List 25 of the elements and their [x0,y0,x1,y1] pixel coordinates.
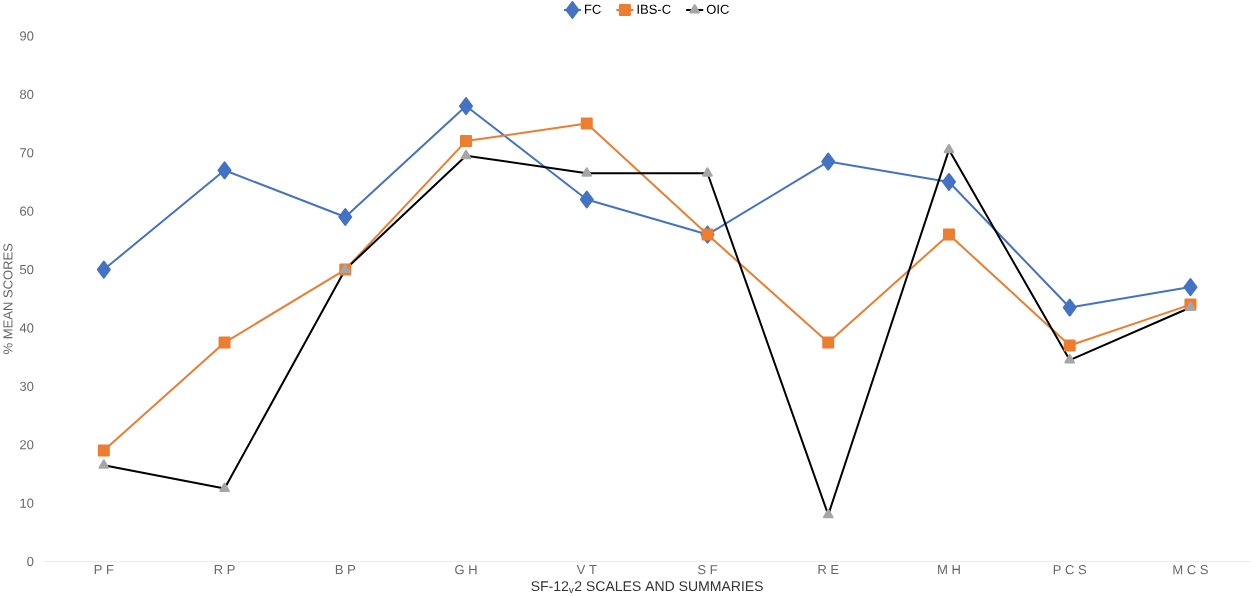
x-tick-label: V T [576,564,597,574]
x-axis-title: SF-12$_{v}$2 SCALES AND SUMMARIES [531,580,763,593]
x-tick-label: M C S [1173,564,1208,575]
legend-label: OIC [706,4,729,14]
y-tick-label: 50 [19,264,34,274]
y-tick-label: 20 [20,439,34,450]
y-tick-label: 10 [20,498,34,508]
legend-label: FC [585,4,601,14]
x-tick-label: R P [214,564,235,574]
y-axis-title: % MEAN SCORES [3,243,13,354]
x-tick-label: G H [455,564,477,575]
x-tick-label: R E [818,564,839,574]
y-tick-label: 80 [20,89,34,99]
y-tick-label: 70 [20,147,34,158]
legend-label: IBS-C [637,4,671,14]
y-tick-label: 0 [27,556,34,566]
y-tick-label: 30 [19,381,34,391]
x-tick-label: S F [697,564,718,575]
y-tick-label: 60 [20,206,34,216]
x-tick-label: B P [335,564,356,574]
y-tick-label: 90 [20,31,34,41]
x-tick-label: P F [94,564,114,574]
y-tick-label: 40 [19,323,34,333]
x-tick-label: P C S [1053,564,1087,575]
x-tick-label: M H [938,564,960,574]
